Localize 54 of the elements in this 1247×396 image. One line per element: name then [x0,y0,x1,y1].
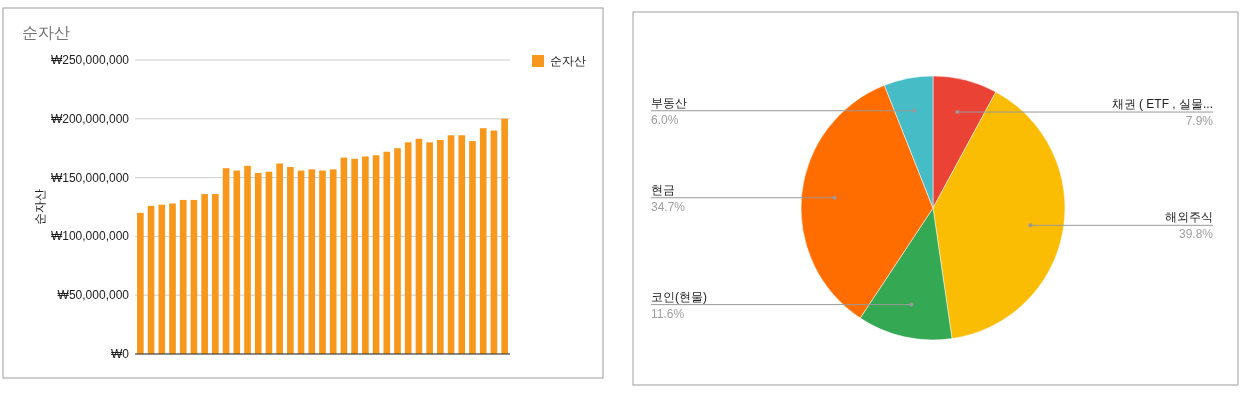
bar [458,135,466,354]
bar [394,148,401,354]
bar [297,170,305,354]
bar [254,172,262,354]
bar [479,128,487,354]
y-tick-label: ₩200,000,000 [50,111,130,126]
chart-title: 순자산 [22,24,70,41]
bar [362,156,369,354]
bar [233,170,241,354]
data-label: 34.7% [651,199,686,214]
data-label: 6.0% [651,112,679,127]
bar [319,170,326,354]
slice-label: 부동산 [651,95,687,110]
bar [308,169,316,354]
slice-label: 해외주식 [1165,210,1213,225]
bar [169,203,176,354]
bar [287,167,294,354]
bar [179,199,187,354]
bar [447,135,455,354]
bar [351,158,358,354]
bar [276,163,283,354]
bar [469,141,476,354]
bar [490,130,498,354]
bar [426,142,433,354]
bar [212,194,219,354]
data-label: 39.8% [1178,227,1214,242]
slice-label: 현금 [651,182,675,197]
legend-label: 순자산 [550,54,586,68]
data-label: 11.6% [651,306,685,321]
bar [437,139,444,354]
y-tick-label: ₩250,000,000 [50,53,130,67]
bar [340,157,348,354]
bar [158,204,166,354]
slice-label: 채권 ( ETF , 실물... [1111,97,1213,112]
bar [190,199,198,354]
bar [501,118,508,354]
bar [329,169,337,354]
y-axis-title: 순자산 [33,189,47,225]
data-label: 7.9% [1185,114,1214,129]
bar [404,142,412,354]
bar [415,138,423,354]
bar [201,194,208,354]
bar [222,168,230,354]
slice-label: 코인(현물) [651,289,707,304]
bar [372,155,380,354]
bar [244,165,251,354]
y-tick-label: ₩0 [111,347,130,361]
y-tick-label: ₩50,000,000 [57,288,130,303]
bar [383,151,391,354]
y-tick-label: ₩150,000,000 [50,170,130,185]
bar [147,205,155,354]
y-tick-label: ₩100,000,000 [50,229,130,244]
bar [137,212,144,354]
bar [265,171,273,354]
